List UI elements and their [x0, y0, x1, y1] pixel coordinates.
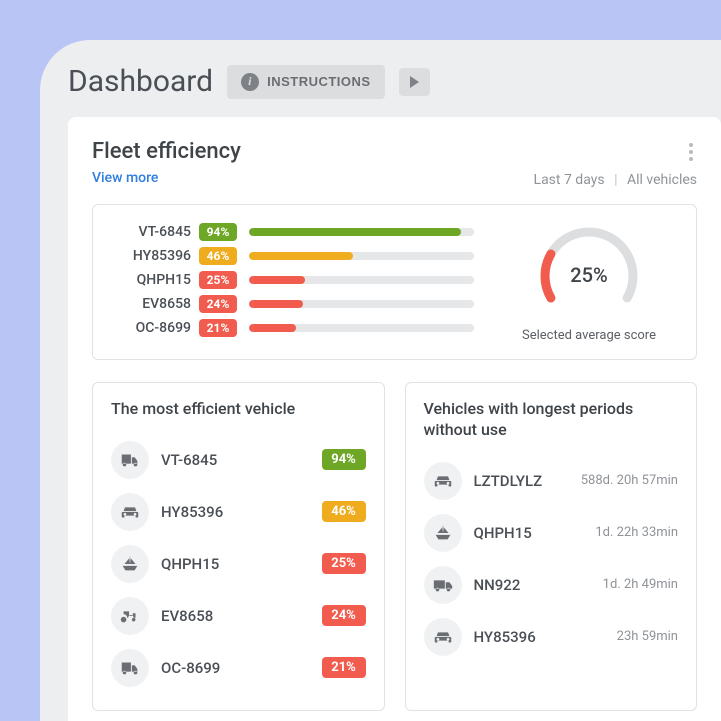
bar-fill: [249, 300, 303, 308]
boat-icon: [111, 545, 149, 583]
instructions-label: INSTRUCTIONS: [267, 74, 371, 89]
car-icon: [111, 493, 149, 531]
play-button[interactable]: [399, 68, 430, 96]
panel-title: Vehicles with longest periods without us…: [424, 399, 679, 441]
truck-small-icon: [111, 649, 149, 687]
filter-scope[interactable]: All vehicles: [627, 172, 697, 188]
bar-label: OC-8699: [115, 320, 191, 336]
panel-title: The most efficient vehicle: [111, 399, 366, 420]
svg-text:25%: 25%: [570, 263, 607, 287]
gauge-label: Selected average score: [504, 328, 674, 343]
bar-fill: [249, 276, 305, 284]
vehicle-name: HY85396: [474, 628, 605, 646]
duration-text: 1d. 2h 49min: [603, 577, 678, 592]
bar-row: EV8658 24%: [115, 295, 474, 313]
list-item[interactable]: QHPH15 25%: [111, 538, 366, 590]
bar-row: QHPH15 25%: [115, 271, 474, 289]
pct-badge: 46%: [322, 501, 366, 522]
bar-label: EV8658: [115, 296, 191, 312]
list-item[interactable]: HY85396 46%: [111, 486, 366, 538]
bar-list: VT-6845 94% HY85396 46% QHPH15 25% EV8658 24% OC…: [115, 223, 474, 343]
list-item[interactable]: NN922 1d. 2h 49min: [424, 559, 679, 611]
boat-icon: [424, 514, 462, 552]
bar-track: [249, 252, 474, 260]
duration-text: 588d. 20h 57min: [581, 473, 678, 488]
bar-fill: [249, 228, 461, 236]
bar-label: HY85396: [115, 248, 191, 264]
vehicle-name: NN922: [474, 576, 591, 594]
vehicle-name: OC-8699: [161, 659, 310, 677]
bar-fill: [249, 324, 296, 332]
pct-badge: 24%: [322, 605, 366, 626]
list-item[interactable]: EV8658 24%: [111, 590, 366, 642]
page-title: Dashboard: [68, 64, 213, 99]
bar-label: QHPH15: [115, 272, 191, 288]
bar-row: VT-6845 94%: [115, 223, 474, 241]
pct-badge: 21%: [322, 657, 366, 678]
filter-period[interactable]: Last 7 days: [534, 172, 605, 188]
vehicle-name: QHPH15: [474, 524, 584, 542]
view-more-link[interactable]: View more: [92, 170, 158, 186]
duration-text: 23h 59min: [617, 629, 678, 644]
idle-list: LZTDLYLZ 588d. 20h 57min QHPH15 1d. 22h 33m…: [424, 455, 679, 663]
efficient-list: VT-6845 94% HY85396 46% QHPH15 25% EV8658 24% OC…: [111, 434, 366, 694]
truck-small-icon: [111, 441, 149, 479]
pct-badge: 25%: [199, 271, 237, 289]
truck-big-icon: [424, 566, 462, 604]
info-icon: i: [241, 73, 259, 91]
list-item[interactable]: VT-6845 94%: [111, 434, 366, 486]
bar-row: OC-8699 21%: [115, 319, 474, 337]
vehicle-name: EV8658: [161, 607, 310, 625]
vehicle-name: LZTDLYLZ: [474, 472, 569, 490]
fleet-efficiency-card: Fleet efficiency View more Last 7 days |…: [68, 117, 721, 721]
car-icon: [424, 462, 462, 500]
vehicle-name: VT-6845: [161, 451, 310, 469]
efficiency-chart: VT-6845 94% HY85396 46% QHPH15 25% EV8658 24% OC…: [92, 204, 697, 360]
vehicle-name: HY85396: [161, 503, 310, 521]
bar-label: VT-6845: [115, 224, 191, 240]
bar-track: [249, 300, 474, 308]
app-frame: Dashboard i INSTRUCTIONS Fleet efficienc…: [40, 40, 721, 721]
bar-row: HY85396 46%: [115, 247, 474, 265]
pct-badge: 46%: [199, 247, 237, 265]
list-item[interactable]: OC-8699 21%: [111, 642, 366, 694]
list-item[interactable]: LZTDLYLZ 588d. 20h 57min: [424, 455, 679, 507]
pct-badge: 21%: [199, 319, 237, 337]
vehicle-name: QHPH15: [161, 555, 310, 573]
list-item[interactable]: QHPH15 1d. 22h 33min: [424, 507, 679, 559]
gauge: 25% Selected average score: [504, 224, 674, 343]
car-icon: [424, 618, 462, 656]
pct-badge: 25%: [322, 553, 366, 574]
tractor-icon: [111, 597, 149, 635]
kebab-menu-icon[interactable]: [685, 139, 697, 165]
instructions-button[interactable]: i INSTRUCTIONS: [227, 65, 385, 99]
most-efficient-panel: The most efficient vehicle VT-6845 94% HY8…: [92, 382, 385, 711]
play-icon: [410, 76, 419, 88]
pct-badge: 94%: [322, 449, 366, 470]
pct-badge: 94%: [199, 223, 237, 241]
duration-text: 1d. 22h 33min: [595, 525, 678, 540]
card-title: Fleet efficiency: [92, 139, 241, 164]
idle-vehicles-panel: Vehicles with longest periods without us…: [405, 382, 698, 711]
bar-track: [249, 276, 474, 284]
bar-fill: [249, 252, 353, 260]
bar-track: [249, 228, 474, 236]
pct-badge: 24%: [199, 295, 237, 313]
bar-track: [249, 324, 474, 332]
list-item[interactable]: HY85396 23h 59min: [424, 611, 679, 663]
header: Dashboard i INSTRUCTIONS: [40, 40, 721, 117]
